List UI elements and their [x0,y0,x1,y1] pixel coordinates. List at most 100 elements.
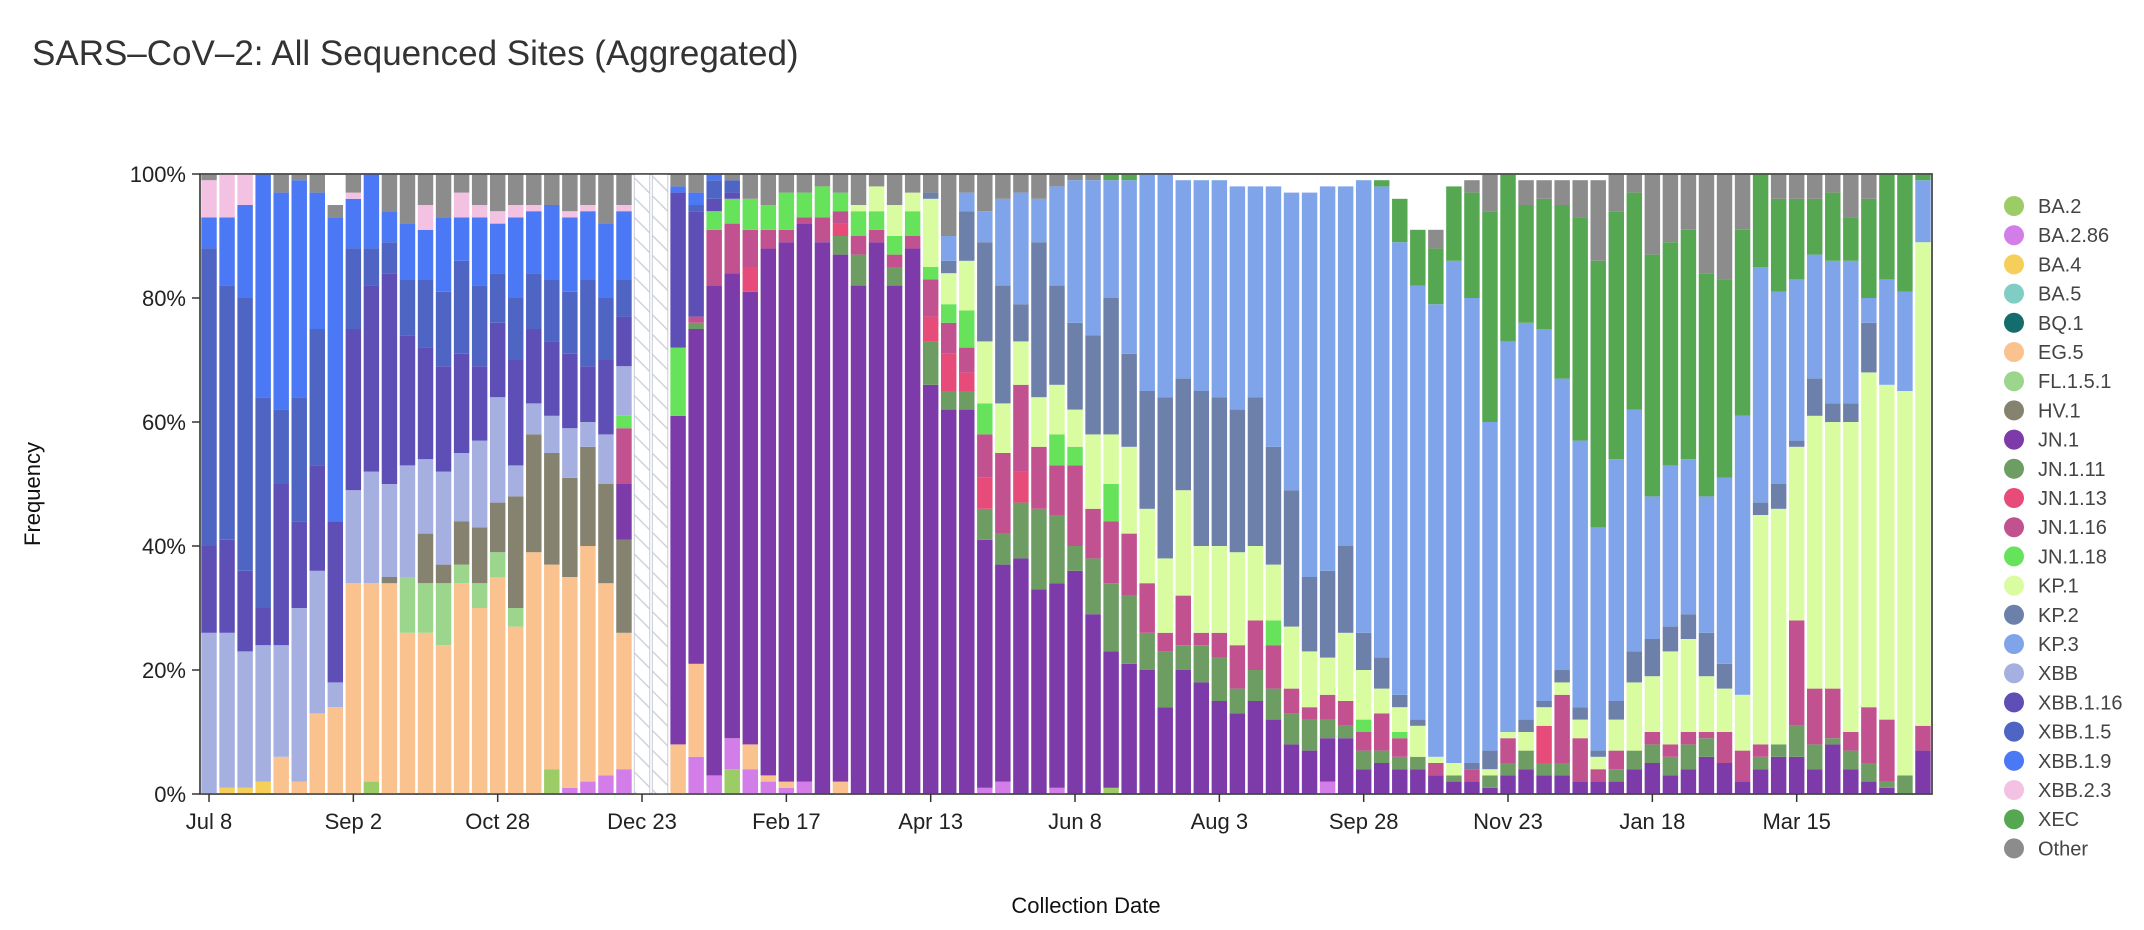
bar-segment-jn-1-16 [959,347,975,373]
bar-segment-xbb [363,471,380,584]
bar-segment-jn-1-11 [977,508,993,540]
bar-segment-hv-1 [526,434,542,553]
x-tick-label: Sep 2 [325,809,383,834]
bar-segment-jn-1 [977,539,993,788]
bar-segment-eg-5 [309,713,325,794]
bar-segment-eg-5 [453,583,470,794]
bar-segment-jn-1-11 [1897,775,1913,794]
bar-segment-jn-1-16 [1608,750,1624,770]
bar-segment-jn-1 [1392,769,1408,794]
bar-segment-xec [1446,186,1462,261]
bar-segment-kp-2 [1283,490,1300,627]
bar-segment-kp-3 [1734,415,1751,695]
bar-segment-kp-2 [995,285,1011,404]
bar-segment-jn-1 [796,223,813,782]
bar-segment-other [489,174,506,212]
bar-segment-kp-2 [1464,763,1480,770]
bar-segment-kp-2 [1861,322,1877,373]
bar-segment-jn-1-16 [850,236,867,255]
bar-segment-jn-1-11 [1013,502,1029,559]
bar-segment-other [562,174,578,212]
bar-segment-jn-1-16 [868,229,885,243]
bar-segment-xbb-1-16 [309,465,325,571]
bar-segment-xec [1374,180,1390,187]
bar-segment-xbb-1-9 [273,192,289,410]
bar-segment-jn-1-11 [1770,744,1787,757]
bar-segment-kp-3 [1464,298,1480,763]
bar-segment-kp-2 [1518,719,1534,732]
bar-segment-kp-2 [941,260,957,274]
missing-data-bar [633,173,651,795]
bar-segment-kp-1 [1049,384,1065,435]
bar-segment-jn-1 [1500,775,1516,794]
bar-segment-jn-1-11 [1752,756,1769,770]
bar-segment-jn-1-16 [1716,732,1733,763]
bar-segment-kp-3 [1428,304,1444,757]
bar-segment-xbb-1-9 [562,217,578,292]
bar-segment-jn-1 [1536,775,1552,794]
y-tick-label: 20% [142,658,186,683]
legend-label: BA.2 [2038,196,2081,218]
bar-segment-kp-1 [1680,639,1697,732]
bar-segment-other [1680,174,1697,230]
bar-segment-jn-1-16 [1319,694,1336,720]
bar-segment-xbb-1-9 [489,223,506,274]
bar-segment-jn-1-11 [1680,744,1697,770]
legend-swatch [2004,517,2024,538]
bar-segment-kp-1 [1518,732,1534,751]
bar-segment-kp-1 [1013,341,1029,385]
bar-segment-jn-1 [1644,763,1661,794]
bar-segment-kp-3 [941,236,957,261]
bar-segment-jn-1-18 [922,267,939,280]
bar-segment-xbb-1-5 [489,273,506,323]
bar-segment-kp-2 [1211,397,1228,546]
bar-segment-other [1825,174,1841,193]
bar-segment-xbb [544,415,560,453]
bar-segment-kp-1 [1374,688,1390,714]
bar-segment-xbb-1-5 [598,298,614,360]
bar-segment-kp-2 [1536,701,1552,708]
legend-swatch [2004,838,2024,859]
bar-segment-xbb-1-16 [724,192,740,199]
bar-segment-ba-2-86 [580,781,596,794]
bar-segment-other [1554,180,1570,205]
bar-segment-jn-1-11 [1608,769,1624,782]
bar-segment-jn-1-13 [1536,725,1552,763]
bar-segment-xec [1572,217,1588,441]
bar-segment-kp-3 [1554,378,1570,670]
bar-segment-jn-1-16 [1121,533,1137,596]
bar-segment-jn-1 [1121,663,1137,794]
bar-segment-ba-2 [544,769,560,794]
bar-segment-xbb-2-3 [453,192,470,218]
bar-segment-jn-1-16 [1788,620,1805,726]
bar-segment-kp-3 [1680,459,1697,615]
bar-segment-xec [1482,211,1498,422]
bar-segment-jn-1 [1085,614,1101,794]
bar-segment-other [291,174,307,181]
bar-segment-kp-3 [1752,267,1769,503]
bar-segment-other [1031,174,1047,199]
y-axis-title: Frequency [20,442,45,546]
bar-segment-fl-1-5-1 [471,583,488,608]
legend-swatch [2004,546,2024,567]
legend-swatch [2004,604,2024,625]
y-tick-label: 0% [154,782,186,807]
bar-segment-jn-1-16 [724,223,740,274]
bar-segment-kp-1 [1265,564,1282,621]
bar-segment-jn-1-11 [1085,558,1101,615]
bar-segment-jn-1-16 [1337,701,1354,726]
bar-segment-kp-3 [1915,180,1931,243]
x-tick-label: Nov 23 [1473,809,1543,834]
bar-segment-other [1644,174,1661,255]
bar-segment-kp-2 [1392,694,1408,708]
bar-segment-jn-1-13 [742,267,758,292]
bar-segment-kp-1 [1211,546,1228,633]
bar-segment-other [670,174,686,187]
bar-segment-kp-1 [1428,756,1444,763]
bar-segment-hv-1 [471,527,488,584]
bar-segment-jn-1-18 [977,403,993,435]
bar-segment-kp-2 [1139,391,1155,509]
bar-segment-kp-1 [1644,676,1661,732]
bar-segment-kp-2 [1193,391,1210,546]
bar-segment-jn-1-11 [1410,756,1426,770]
